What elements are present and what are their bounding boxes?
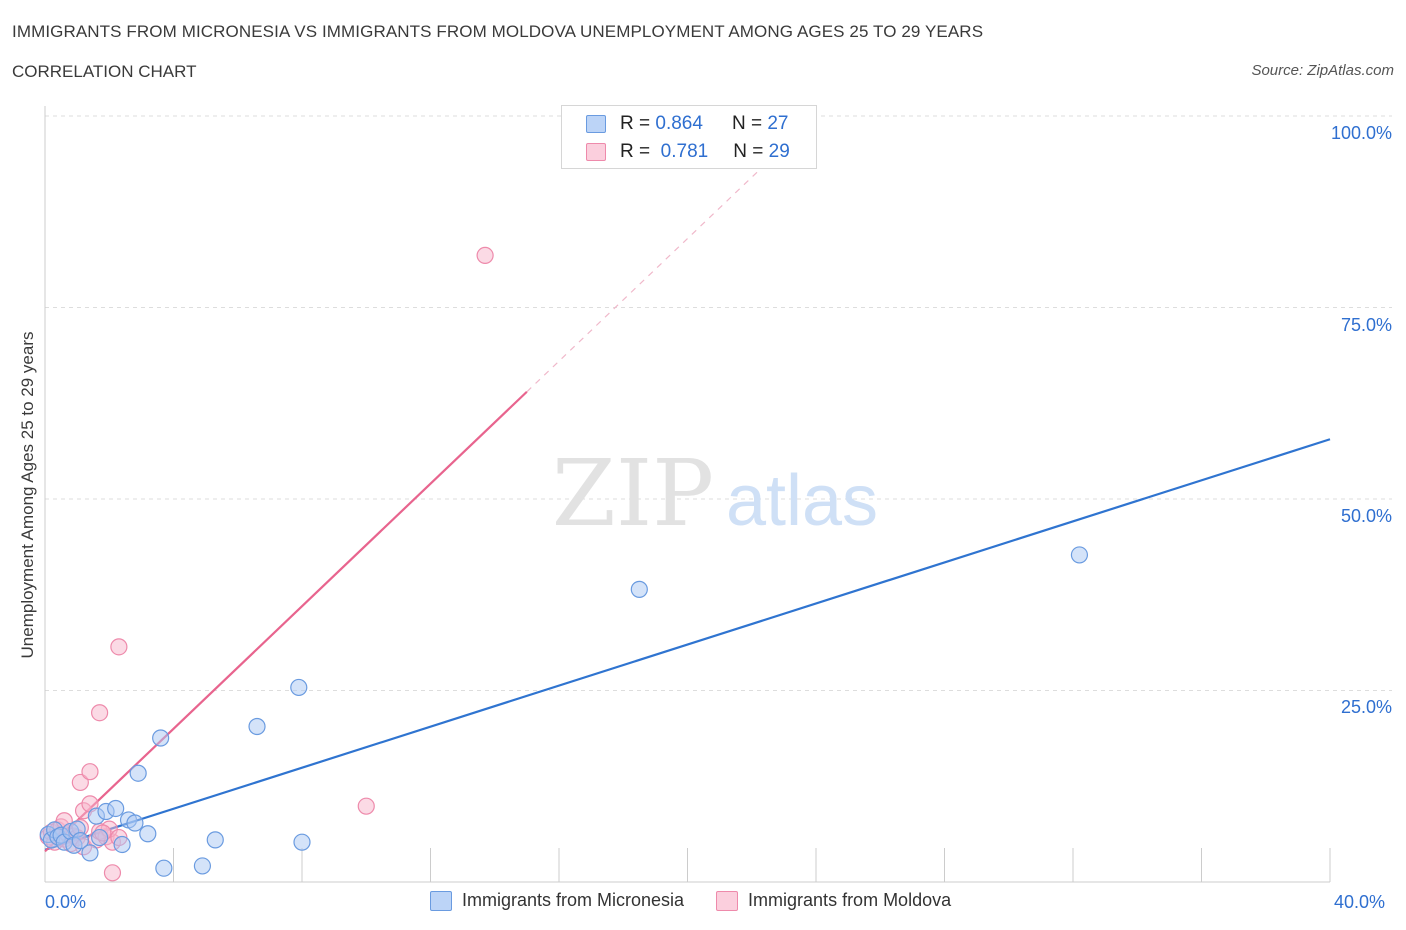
moldova-swatch [716,890,739,911]
data-point-micronesia [139,825,157,843]
axes [44,106,1331,883]
data-point-micronesia [113,835,131,854]
n-value-moldova: 29 [768,141,790,162]
y-tick-label: 100.0% [1330,123,1392,143]
r-value-micronesia: 0.864 [655,113,703,134]
data-point-micronesia [71,832,89,850]
data-point-micronesia [126,814,144,832]
data-point-micronesia [129,764,147,782]
grid-lines [45,115,1392,691]
n-label: N = [731,113,763,134]
r-label: R = [620,141,651,162]
data-point-micronesia [206,831,224,849]
legend-row-moldova: R = 0.781 N = 29 [586,141,790,163]
chart-title: IMMIGRANTS FROM MICRONESIA VS IMMIGRANTS… [12,22,984,41]
data-point-micronesia [91,828,109,847]
data-point-micronesia [630,580,648,598]
y-tick-label: 25.0% [1340,697,1392,717]
trendline-moldova [44,390,528,853]
watermark: ZIP atlas [552,440,878,547]
legend-item-moldova[interactable]: Immigrants from Moldova [716,890,951,911]
data-point-moldova [81,763,99,781]
micronesia-swatch [430,890,452,911]
data-point-moldova [71,773,89,792]
correlation-legend: R = 0.864 N = 27 R = 0.781 N = 29 [561,105,817,169]
r-value-moldova: 0.781 [660,141,709,162]
data-point-moldova [91,704,109,722]
data-point-micronesia [248,717,266,736]
x-tick-label-min: 0.0% [45,892,87,912]
data-points [39,246,1089,882]
data-point-micronesia [81,844,99,862]
data-point-micronesia [290,678,308,697]
n-label: N = [733,141,764,162]
series-legend: Immigrants from Micronesia Immigrants fr… [430,890,983,911]
data-point-moldova [357,797,375,815]
data-point-moldova [110,638,128,656]
watermark-atlas: atlas [726,461,878,541]
x-tick-label-max: 40.0% [1334,892,1386,912]
n-value-micronesia: 27 [767,113,789,134]
micronesia-swatch [586,115,606,133]
trendline-micronesia [44,438,1331,851]
legend-item-micronesia[interactable]: Immigrants from Micronesia [430,890,684,911]
data-point-micronesia [155,859,173,877]
chart-subtitle: CORRELATION CHART [12,62,197,81]
y-tick-label: 50.0% [1340,506,1392,526]
data-point-micronesia [152,729,170,747]
legend-label-micronesia: Immigrants from Micronesia [462,890,685,910]
data-point-micronesia [193,857,212,875]
data-point-micronesia [1070,546,1089,564]
r-label: R = [620,113,651,134]
watermark-zip: ZIP [552,440,714,547]
y-tick-label: 75.0% [1340,315,1392,335]
legend-row-micronesia: R = 0.864 N = 27 [586,113,788,135]
data-point-micronesia [293,833,311,851]
data-point-moldova [476,246,494,265]
data-point-moldova [103,864,122,882]
data-point-micronesia [107,799,125,818]
moldova-swatch [586,143,606,161]
legend-label-moldova: Immigrants from Moldova [748,890,952,910]
trendlines [44,115,1331,853]
source-label: Source: ZipAtlas.com [1251,62,1394,79]
